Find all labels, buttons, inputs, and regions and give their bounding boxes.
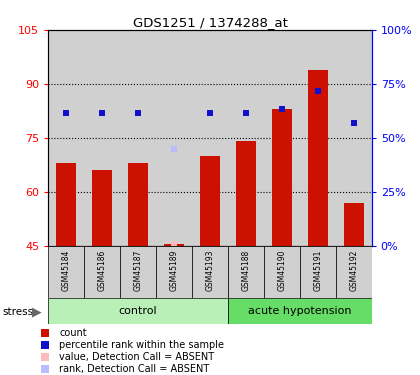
Text: GSM45186: GSM45186 <box>98 250 107 291</box>
Bar <box>344 202 364 246</box>
Text: rank, Detection Call = ABSENT: rank, Detection Call = ABSENT <box>60 364 210 374</box>
Text: GSM45193: GSM45193 <box>205 250 215 291</box>
Text: GSM45191: GSM45191 <box>313 250 322 291</box>
Bar <box>264 246 300 298</box>
Bar <box>48 298 228 324</box>
Text: acute hypotension: acute hypotension <box>248 306 352 316</box>
Text: percentile rank within the sample: percentile rank within the sample <box>60 340 224 350</box>
Text: value, Detection Call = ABSENT: value, Detection Call = ABSENT <box>60 352 215 362</box>
Bar <box>192 246 228 298</box>
Bar <box>264 30 300 246</box>
Bar <box>128 163 148 246</box>
Text: control: control <box>119 306 158 316</box>
Bar <box>164 244 184 246</box>
Bar <box>84 30 120 246</box>
Text: GSM45190: GSM45190 <box>277 250 286 291</box>
Bar <box>336 30 372 246</box>
Bar <box>48 30 84 246</box>
Text: GSM45184: GSM45184 <box>62 250 71 291</box>
Bar <box>120 246 156 298</box>
Text: GSM45192: GSM45192 <box>349 250 358 291</box>
Text: GSM45189: GSM45189 <box>170 250 178 291</box>
Bar <box>192 30 228 246</box>
Bar <box>92 170 112 246</box>
Bar <box>228 30 264 246</box>
Bar <box>336 246 372 298</box>
Bar <box>84 246 120 298</box>
Text: ▶: ▶ <box>32 306 41 318</box>
Bar <box>300 30 336 246</box>
Bar <box>200 156 220 246</box>
Bar <box>120 30 156 246</box>
Text: GSM45188: GSM45188 <box>241 250 250 291</box>
Bar <box>156 246 192 298</box>
Bar <box>228 246 264 298</box>
Bar <box>228 298 372 324</box>
Bar <box>308 69 328 246</box>
Bar <box>48 246 84 298</box>
Bar <box>56 163 76 246</box>
Text: stress: stress <box>2 307 33 317</box>
Text: GSM45187: GSM45187 <box>134 250 143 291</box>
Title: GDS1251 / 1374288_at: GDS1251 / 1374288_at <box>133 16 287 29</box>
Bar <box>236 141 256 246</box>
Text: count: count <box>60 328 87 338</box>
Bar <box>272 109 292 246</box>
Bar <box>300 246 336 298</box>
Bar <box>156 30 192 246</box>
